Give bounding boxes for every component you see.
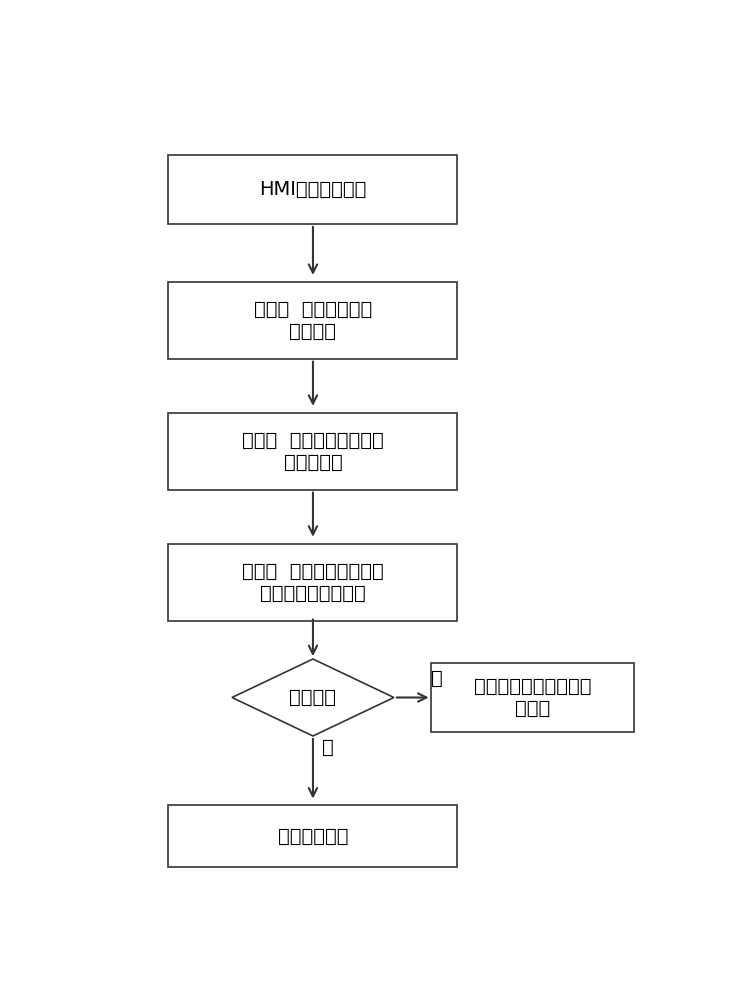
Text: 步骤二  采用优化的复合张
力控制方法: 步骤二 采用优化的复合张 力控制方法: [242, 431, 384, 472]
Bar: [169, 282, 457, 359]
Polygon shape: [232, 659, 394, 736]
Bar: [431, 663, 634, 732]
Bar: [169, 413, 457, 490]
Text: 是否打滑: 是否打滑: [289, 688, 336, 707]
Text: 步骤三  固定步长逼近法调
整张力、转矩、速度: 步骤三 固定步长逼近法调 整张力、转矩、速度: [242, 562, 384, 602]
Bar: [169, 805, 457, 867]
Text: 控制系统发出打滑未消
除报警: 控制系统发出打滑未消 除报警: [474, 677, 592, 718]
Text: HMI人机界面输入: HMI人机界面输入: [260, 180, 366, 199]
Text: 机组正常运行: 机组正常运行: [278, 827, 348, 846]
Text: 是: 是: [431, 669, 443, 688]
Text: 否: 否: [322, 738, 333, 757]
Bar: [169, 155, 457, 224]
Bar: [169, 544, 457, 620]
Text: 步骤一  张力辊组打滑
状态检测: 步骤一 张力辊组打滑 状态检测: [254, 300, 372, 341]
